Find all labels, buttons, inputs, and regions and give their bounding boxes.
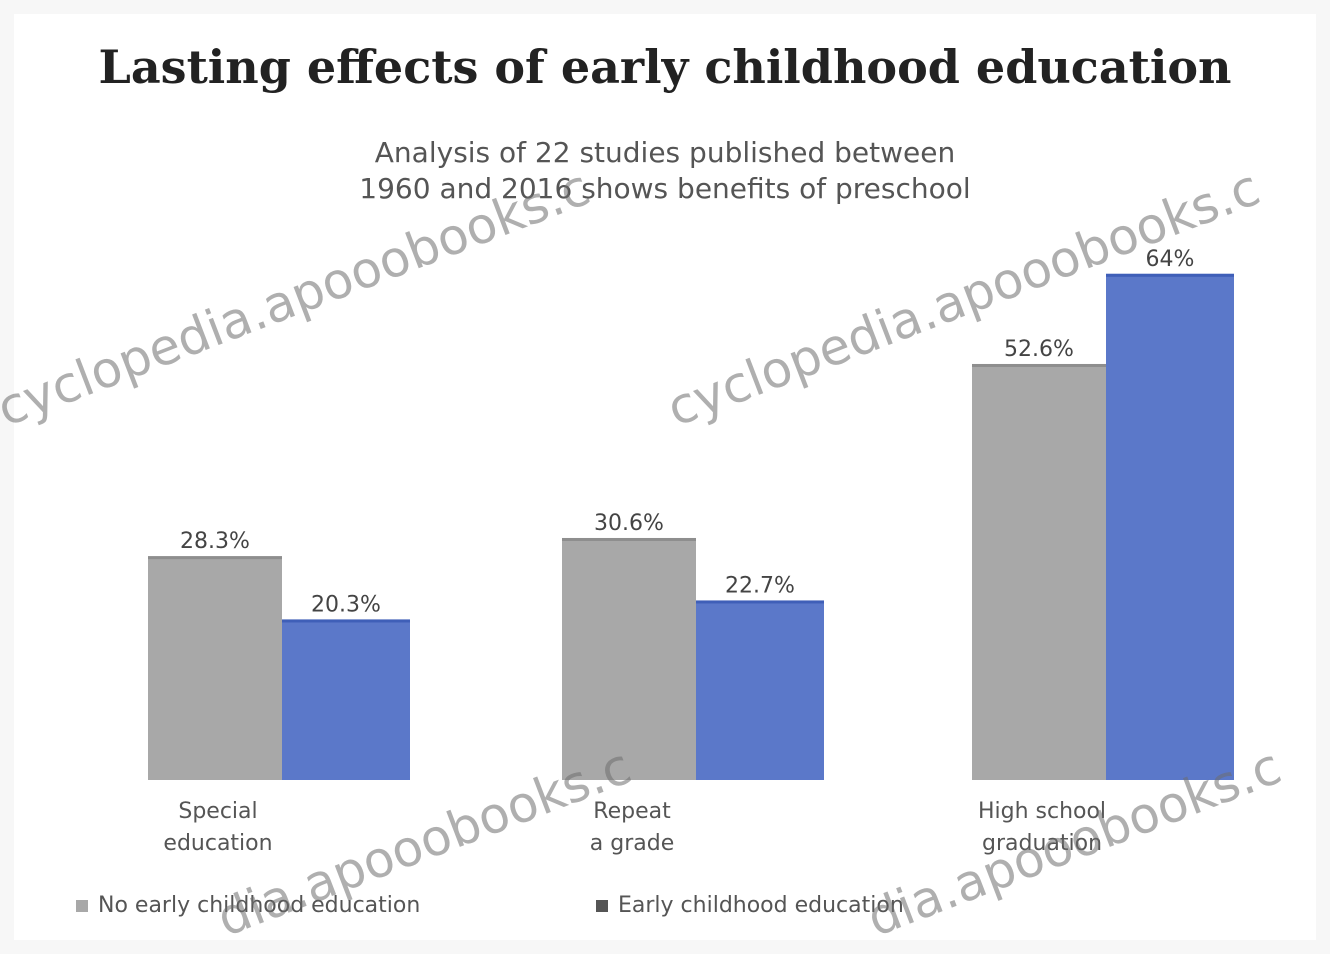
category-label-2-line-1: graduation (982, 831, 1102, 856)
bar-no-ece-1 (562, 537, 696, 780)
category-label-1-line-1: a grade (590, 831, 674, 856)
legend-label-ece: Early childhood education (618, 893, 904, 918)
bar-no-ece-2 (972, 363, 1106, 780)
legend-item-no-ece: No early childhood education (76, 893, 420, 918)
bar-cap-1-2 (1106, 273, 1234, 277)
chart-subtitle-line-2: 1960 and 2016 shows benefits of preschoo… (359, 172, 971, 205)
legend-label-no-ece: No early childhood education (98, 893, 421, 918)
bar-cap-0-2 (972, 363, 1106, 367)
data-label-0-0: 28.3% (180, 529, 250, 554)
data-label-1-2: 64% (1146, 247, 1195, 272)
category-label-0-line-1: education (163, 831, 272, 856)
bar-ece-2 (1106, 273, 1234, 780)
category-label-0-line-0: Special (178, 799, 257, 824)
bar-cap-1-0 (282, 619, 410, 623)
legend-swatch-no-ece (76, 899, 88, 912)
category-label-2-line-0: High school (978, 799, 1106, 824)
legend-swatch-ece (596, 899, 608, 912)
bar-cap-1-1 (696, 600, 824, 604)
chart-title: Lasting effects of early childhood educa… (98, 40, 1232, 94)
chart-subtitle-line-1: Analysis of 22 studies published between (374, 136, 956, 169)
data-label-1-1: 22.7% (725, 573, 795, 598)
bar-cap-0-1 (562, 537, 696, 541)
data-label-0-2: 52.6% (1004, 337, 1074, 362)
bar-ece-1 (696, 600, 824, 780)
bar-no-ece-0 (148, 556, 282, 780)
bar-cap-0-0 (148, 556, 282, 560)
legend-item-ece: Early childhood education (596, 893, 904, 918)
data-label-0-1: 30.6% (594, 511, 664, 536)
data-label-1-0: 20.3% (311, 592, 381, 617)
bar-ece-0 (282, 619, 410, 780)
category-label-1-line-0: Repeat (593, 799, 671, 824)
